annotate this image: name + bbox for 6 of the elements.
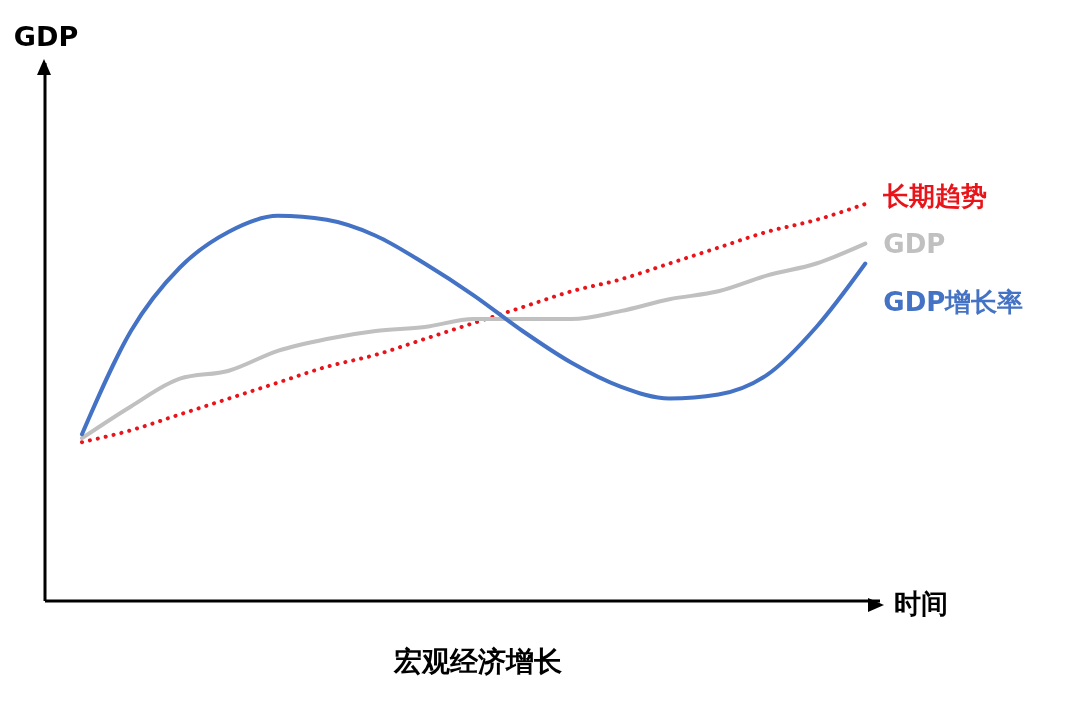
text: GDP	[13, 20, 79, 52]
series-label: GDP	[883, 229, 946, 260]
text: 宏观经济增长	[393, 645, 562, 678]
series-label: GDP增长率	[883, 287, 1024, 318]
x-axis-title: 时间	[894, 587, 948, 619]
series-label: 长期趋势	[882, 181, 988, 212]
